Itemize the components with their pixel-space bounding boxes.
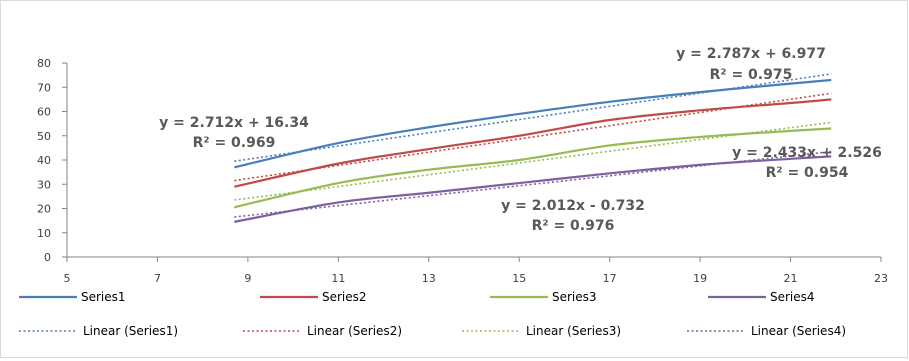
trendline-equation: y = 2.012x - 0.732 [501, 198, 645, 214]
legend-label-trendline1: Linear (Series1) [83, 324, 178, 338]
legend-label-trendline2: Linear (Series2) [307, 324, 402, 338]
trendline-r-squared: R² = 0.969 [193, 135, 276, 151]
x-tick-label: 5 [64, 272, 71, 285]
series4-line [234, 155, 832, 223]
x-tick-label: 15 [512, 272, 526, 285]
y-tick-label: 80 [37, 57, 51, 70]
x-tick-label: 11 [331, 272, 345, 285]
legend-label-series2: Series2 [322, 290, 367, 304]
trendline-r-squared: R² = 0.976 [532, 218, 615, 234]
y-tick-label: 0 [44, 251, 51, 264]
y-tick-label: 50 [37, 130, 51, 143]
y-tick-label: 30 [37, 178, 51, 191]
legend-label-series3: Series3 [552, 290, 597, 304]
legend-label-trendline3: Linear (Series3) [526, 324, 621, 338]
y-tick-label: 20 [37, 203, 51, 216]
legend-label-trendline4: Linear (Series4) [751, 324, 846, 338]
trendline-series1 [234, 73, 832, 163]
y-tick-label: 60 [37, 106, 51, 119]
y-tick-label: 70 [37, 81, 51, 94]
x-tick-label: 7 [154, 272, 161, 285]
series1-line [234, 78, 832, 169]
trendline-r-squared: R² = 0.975 [710, 67, 793, 83]
trendline-equation: y = 2.712x + 16.34 [159, 115, 309, 131]
trendline-series2 [234, 92, 832, 182]
x-tick-label: 19 [693, 272, 707, 285]
x-tick-label: 21 [784, 272, 798, 285]
trendline-equation: y = 2.787x + 6.977 [676, 46, 826, 62]
x-tick-label: 9 [244, 272, 251, 285]
series3-line [234, 127, 832, 209]
trendline-r-squared: R² = 0.954 [766, 165, 849, 181]
series2-line [234, 98, 832, 188]
trendline-equation: y = 2.433x + 2.526 [732, 145, 882, 161]
x-tick-label: 17 [603, 272, 617, 285]
legend-label-series4: Series4 [770, 290, 815, 304]
legend-label-series1: Series1 [81, 290, 126, 304]
x-tick-label: 13 [422, 272, 436, 285]
y-tick-label: 10 [37, 227, 51, 240]
y-tick-label: 40 [37, 154, 51, 167]
x-tick-label: 23 [874, 272, 888, 285]
trendline-series3 [234, 121, 832, 201]
